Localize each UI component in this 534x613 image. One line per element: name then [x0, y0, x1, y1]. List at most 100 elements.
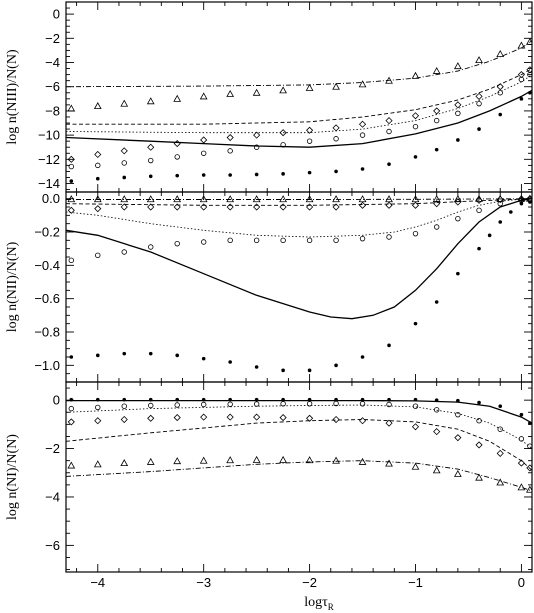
- middle-dot-point: [434, 300, 439, 304]
- middle-y-axis-label: log n(NII)/N(N): [5, 241, 20, 332]
- bottom-triangle-point: [226, 456, 235, 464]
- top-triangle-point: [93, 102, 102, 110]
- middle-dot-point: [122, 351, 127, 356]
- top-diamond-point: [385, 117, 393, 125]
- bottom-dot-point: [413, 397, 418, 402]
- top-circle-point: [306, 138, 313, 144]
- top-dot-point: [254, 172, 259, 177]
- bottom-circle-point: [386, 401, 392, 408]
- top-diamond-point: [517, 71, 525, 79]
- top-triangle-point: [146, 97, 155, 105]
- middle-circle-point: [386, 234, 392, 240]
- middle-diamond-point: [332, 203, 340, 211]
- middle-diamond-point: [147, 203, 155, 211]
- top-y-tick-label: −6: [45, 79, 60, 94]
- top-triangle-point: [475, 56, 483, 64]
- middle-diamond-point: [306, 203, 314, 211]
- bottom-y-axis-label: log n(NI)/N(N): [5, 434, 20, 520]
- middle-circle-point: [455, 215, 461, 222]
- middle-circle-point: [433, 224, 440, 230]
- middle-dot-point: [334, 363, 338, 368]
- bottom-dot-point: [95, 397, 100, 402]
- bottom-dot-point: [498, 404, 503, 409]
- middle-dot-point: [413, 321, 418, 326]
- panel-nIII: 0 −2 −4 −6 −8 −10 −12 −14 log n(NIII)/N(N): [5, 1, 533, 193]
- top-dot-point: [201, 173, 206, 177]
- bottom-triangle-point: [385, 459, 393, 467]
- top-y-axis-label: log n(NIII)/N(N): [5, 49, 20, 145]
- bottom-diamond-point: [200, 413, 208, 421]
- top-circle-point: [497, 90, 503, 96]
- middle-triangle-point: [432, 194, 441, 202]
- top-y-tick-label: −10: [38, 128, 60, 143]
- bottom-dot-point: [175, 397, 180, 402]
- middle-y-tick-label: 0.0: [42, 191, 60, 206]
- middle-triangle-point: [146, 195, 155, 203]
- bottom-circle-point: [68, 405, 74, 412]
- middle-dot-point: [281, 368, 285, 373]
- middle-triangle-point: [496, 194, 505, 202]
- top-circle-point: [227, 148, 233, 154]
- bottom-dot-point: [201, 397, 206, 402]
- top-diamond-point: [433, 107, 441, 115]
- top-y-tick-label: 0: [53, 7, 60, 22]
- top-y-tick-label: −8: [45, 103, 60, 118]
- bottom-dot-point: [69, 397, 74, 402]
- middle-circle-point: [227, 237, 233, 244]
- top-triangle-point: [453, 62, 462, 70]
- bottom-curve-solid: [66, 399, 532, 424]
- bottom-diamond-point: [433, 428, 441, 436]
- middle-dot-point: [360, 355, 365, 359]
- bottom-circle-point: [518, 436, 525, 442]
- top-diamond-point: [147, 143, 155, 151]
- middle-triangle-point: [226, 195, 235, 203]
- top-diamond-point: [454, 101, 462, 109]
- top-diamond-point: [332, 124, 340, 132]
- top-dot-point: [434, 147, 439, 152]
- middle-triangle-point: [475, 194, 483, 202]
- bottom-diamond-point: [517, 459, 525, 467]
- top-diamond-point: [200, 136, 208, 144]
- top-triangle-point: [496, 50, 505, 57]
- bottom-y-tick-label: 0: [53, 393, 60, 408]
- top-triangle-point: [279, 86, 287, 94]
- x-tick-label: 0: [518, 575, 525, 590]
- middle-triangle-point: [411, 195, 420, 203]
- bottom-circle-point: [455, 411, 461, 418]
- middle-triangle-point: [252, 195, 261, 203]
- middle-circle-point: [200, 239, 207, 245]
- top-diamond-point: [226, 133, 234, 142]
- top-curve-solid: [66, 89, 532, 148]
- bottom-triangle-point: [252, 455, 261, 463]
- top-circle-point: [148, 157, 154, 164]
- top-dot-point: [519, 97, 524, 101]
- middle-triangle-point: [453, 194, 462, 202]
- top-curve-dotted: [66, 74, 532, 134]
- middle-triangle-point: [385, 195, 393, 203]
- middle-dot-point: [95, 353, 100, 358]
- middle-circle-point: [306, 237, 313, 244]
- bottom-diamond-point: [411, 423, 420, 431]
- top-circle-point: [333, 136, 339, 142]
- bottom-circle-point: [497, 426, 503, 432]
- bottom-circle-point: [476, 418, 482, 424]
- bottom-triangle-point: [199, 456, 208, 464]
- middle-diamond-point: [173, 203, 181, 211]
- bottom-diamond-point: [358, 417, 367, 425]
- top-triangle-point: [173, 94, 182, 102]
- top-diamond-point: [475, 92, 483, 100]
- top-dot-point: [281, 172, 285, 176]
- top-circle-point: [121, 160, 127, 166]
- middle-diamond-point: [433, 200, 441, 208]
- middle-diamond-point: [200, 203, 208, 211]
- bottom-dot-point: [387, 397, 391, 402]
- top-y-tick-label: −14: [38, 176, 60, 191]
- middle-dot-point: [254, 365, 259, 369]
- top-dot-point: [122, 175, 127, 180]
- middle-triangle-point: [173, 195, 182, 203]
- top-curve-dash-dot: [66, 40, 532, 88]
- bottom-diamond-point: [67, 418, 75, 426]
- bottom-diamond-point: [147, 414, 155, 422]
- middle-triangle-point: [279, 195, 287, 203]
- bottom-diamond-point: [226, 413, 234, 421]
